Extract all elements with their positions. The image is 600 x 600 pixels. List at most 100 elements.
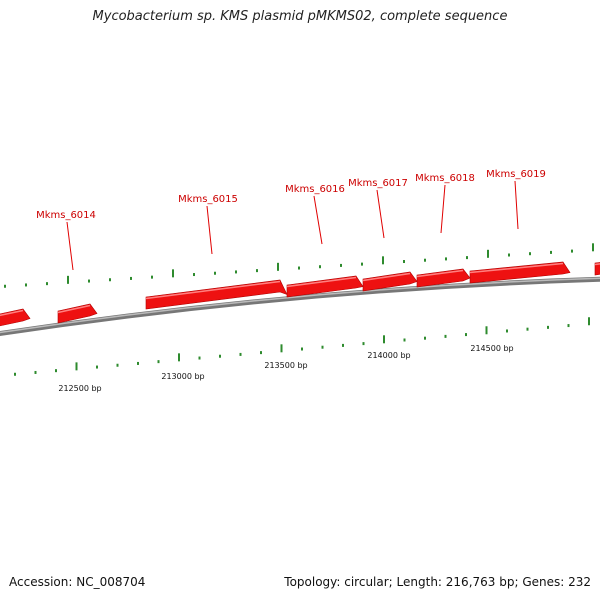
tick-mark bbox=[256, 269, 258, 273]
tick-mark bbox=[319, 265, 321, 269]
tick-mark bbox=[178, 353, 180, 362]
tick-mark bbox=[382, 256, 384, 265]
gene-arrow bbox=[416, 268, 471, 288]
tick-mark bbox=[403, 260, 405, 264]
gene-arrow bbox=[469, 261, 571, 284]
tick-mark bbox=[526, 327, 529, 331]
gene-arrow bbox=[57, 303, 98, 324]
gene-leader-line bbox=[376, 189, 385, 239]
topology-summary: Topology: circular; Length: 216,763 bp; … bbox=[284, 575, 591, 589]
tick-mark bbox=[260, 351, 262, 355]
gene-arrow-highlight bbox=[362, 272, 411, 282]
lower-tick-track bbox=[14, 317, 590, 376]
gene-leader-line bbox=[313, 195, 323, 245]
tick-mark bbox=[301, 347, 303, 351]
position-label: 212500 bp bbox=[58, 384, 101, 393]
tick-mark bbox=[277, 262, 279, 271]
tick-mark bbox=[424, 336, 426, 340]
gene-arrow bbox=[145, 279, 288, 310]
tick-mark bbox=[151, 275, 153, 279]
gene-arrow-highlight bbox=[57, 304, 91, 314]
tick-mark bbox=[96, 365, 98, 369]
tick-mark bbox=[362, 342, 365, 346]
gene-label: Mkms_6015 bbox=[178, 194, 238, 205]
tick-mark bbox=[508, 253, 510, 257]
tick-mark bbox=[239, 352, 242, 356]
gene-arrow-highlight bbox=[594, 263, 600, 266]
sequence-backbone bbox=[0, 276, 600, 337]
gene-leader-line bbox=[66, 221, 74, 271]
tick-mark bbox=[571, 249, 573, 253]
tick-mark bbox=[444, 334, 447, 338]
tick-mark bbox=[235, 270, 237, 274]
gene-arrow-highlight bbox=[469, 262, 564, 274]
position-label: 214500 bp bbox=[470, 344, 513, 353]
tick-mark bbox=[14, 372, 16, 376]
gene-leader-line bbox=[440, 184, 446, 234]
tick-mark bbox=[340, 263, 342, 267]
tick-mark bbox=[445, 257, 447, 261]
gene-track bbox=[0, 261, 600, 327]
tick-mark bbox=[46, 282, 48, 286]
gene-label: Mkms_6017 bbox=[348, 178, 408, 189]
tick-mark bbox=[55, 369, 57, 373]
tick-mark bbox=[157, 360, 160, 364]
tick-mark bbox=[550, 250, 552, 254]
tick-mark bbox=[298, 266, 300, 270]
gene-label: Mkms_6016 bbox=[285, 184, 345, 195]
tick-mark bbox=[25, 283, 27, 287]
tick-mark bbox=[214, 271, 216, 275]
tick-mark bbox=[75, 362, 78, 371]
tick-mark bbox=[172, 269, 174, 278]
tick-mark bbox=[219, 354, 221, 358]
tick-mark bbox=[130, 276, 132, 280]
accession-text: Accession: NC_008704 bbox=[9, 575, 146, 589]
tick-mark bbox=[465, 333, 467, 337]
gene-label: Mkms_6014 bbox=[36, 210, 96, 221]
tick-mark bbox=[485, 326, 488, 335]
tick-mark bbox=[592, 243, 594, 252]
tick-mark bbox=[529, 252, 531, 256]
gene-label: Mkms_6018 bbox=[415, 173, 475, 184]
tick-mark bbox=[88, 279, 90, 283]
position-label: 214000 bp bbox=[367, 351, 410, 360]
tick-mark bbox=[280, 344, 283, 353]
tick-mark bbox=[198, 356, 201, 360]
tick-mark bbox=[137, 361, 139, 365]
gene-arrow-highlight bbox=[145, 280, 281, 300]
gene-arrow bbox=[594, 262, 600, 276]
tick-mark bbox=[506, 329, 508, 333]
sequence-backbone-highlight bbox=[0, 277, 600, 334]
gene-leader-line bbox=[514, 180, 519, 230]
tick-mark bbox=[116, 363, 119, 367]
tick-mark bbox=[342, 343, 344, 347]
tick-mark bbox=[193, 273, 195, 277]
tick-mark bbox=[424, 258, 426, 262]
tick-mark bbox=[403, 338, 406, 342]
position-labels: 212500 bp 213000 bp 213500 bp 214000 bp 2145… bbox=[58, 344, 513, 393]
tick-mark bbox=[361, 262, 363, 266]
position-label: 213000 bp bbox=[161, 372, 204, 381]
gene-arrow-highlight bbox=[286, 276, 357, 288]
tick-mark bbox=[67, 275, 69, 284]
tick-mark bbox=[588, 317, 590, 326]
gene-leader-line bbox=[206, 205, 213, 255]
gene-arrow bbox=[286, 275, 364, 298]
tick-mark bbox=[321, 345, 324, 349]
tick-mark bbox=[487, 249, 489, 258]
position-label: 213500 bp bbox=[264, 361, 307, 370]
gene-label: Mkms_6019 bbox=[486, 169, 546, 180]
tick-mark bbox=[383, 335, 385, 344]
map-title: Mycobacterium sp. KMS plasmid pMKMS02, c… bbox=[92, 9, 508, 24]
tick-mark bbox=[109, 278, 111, 282]
tick-mark bbox=[466, 256, 468, 260]
gene-arrow bbox=[362, 271, 418, 292]
upper-tick-track bbox=[4, 243, 594, 288]
gene-arrow-highlight bbox=[0, 309, 24, 317]
tick-mark bbox=[4, 284, 6, 288]
tick-mark bbox=[34, 370, 37, 374]
tick-mark bbox=[547, 325, 549, 329]
gene-arrow-highlight bbox=[416, 269, 464, 278]
